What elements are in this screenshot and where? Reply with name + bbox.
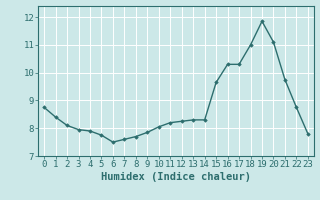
X-axis label: Humidex (Indice chaleur): Humidex (Indice chaleur) [101, 172, 251, 182]
